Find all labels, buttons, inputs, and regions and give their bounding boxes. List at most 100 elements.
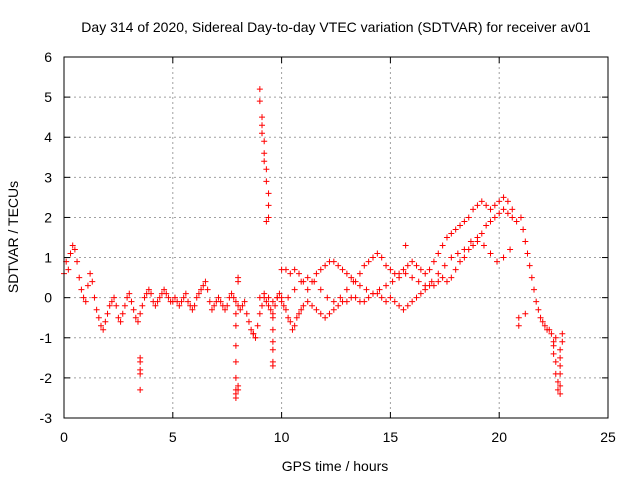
data-point	[554, 386, 561, 393]
data-point	[461, 218, 468, 225]
data-point	[383, 262, 390, 269]
data-point	[224, 302, 231, 309]
data-point	[500, 254, 507, 261]
data-point	[161, 286, 168, 293]
data-point	[387, 266, 394, 273]
data-point	[343, 298, 350, 305]
data-point	[254, 322, 261, 329]
data-point	[198, 286, 205, 293]
data-point	[269, 362, 276, 369]
data-point	[269, 346, 276, 353]
data-point	[448, 230, 455, 237]
data-point	[132, 314, 139, 321]
x-tick-label: 0	[60, 429, 68, 445]
data-point	[417, 290, 424, 297]
data-point	[448, 254, 455, 261]
data-point	[256, 294, 263, 301]
data-point	[265, 190, 272, 197]
data-point	[391, 298, 398, 305]
data-point	[363, 286, 370, 293]
data-point	[259, 302, 266, 309]
data-point	[87, 270, 94, 277]
data-point	[84, 282, 91, 289]
data-point	[139, 302, 146, 309]
data-point	[259, 114, 266, 121]
data-point	[191, 302, 198, 309]
data-point	[282, 266, 289, 273]
data-point	[537, 314, 544, 321]
data-point	[80, 294, 87, 301]
data-point	[222, 306, 229, 313]
data-point	[435, 250, 442, 257]
data-point	[496, 198, 503, 205]
data-point	[500, 194, 507, 201]
data-point	[128, 298, 135, 305]
data-point	[180, 294, 187, 301]
data-point	[487, 250, 494, 257]
data-points	[61, 86, 566, 401]
data-point	[202, 278, 209, 285]
data-point	[111, 294, 118, 301]
y-tick-label: 4	[44, 129, 52, 145]
data-point	[269, 338, 276, 345]
data-point	[402, 242, 409, 249]
data-point	[265, 302, 272, 309]
data-point	[291, 286, 298, 293]
data-point	[117, 318, 124, 325]
data-point	[389, 278, 396, 285]
data-point	[280, 302, 287, 309]
data-point	[335, 302, 342, 309]
axis-ticks: 0 5 10 15 20 25 -3 -2 -1 0 1 2 3 4 5 6	[40, 49, 616, 445]
data-point	[230, 294, 237, 301]
data-point	[304, 274, 311, 281]
data-point	[517, 214, 524, 221]
data-point	[404, 262, 411, 269]
data-point	[165, 294, 172, 301]
data-point	[163, 290, 170, 297]
data-point	[235, 278, 242, 285]
y-tick-label: 0	[44, 290, 52, 306]
data-point	[204, 286, 211, 293]
data-point	[454, 250, 461, 257]
data-point	[361, 262, 368, 269]
data-point	[491, 214, 498, 221]
data-point	[430, 258, 437, 265]
data-point	[343, 270, 350, 277]
data-point	[413, 294, 420, 301]
data-point	[330, 298, 337, 305]
data-point	[278, 298, 285, 305]
data-point	[439, 242, 446, 249]
data-point	[89, 278, 96, 285]
data-point	[474, 234, 481, 241]
data-point	[404, 302, 411, 309]
data-point	[559, 330, 566, 337]
data-point	[245, 318, 252, 325]
data-point	[71, 246, 78, 253]
data-point	[535, 306, 542, 313]
data-point	[211, 302, 218, 309]
data-point	[134, 318, 141, 325]
data-point	[415, 278, 422, 285]
data-point	[548, 330, 555, 337]
y-tick-label: -1	[40, 330, 53, 346]
x-tick-label: 20	[491, 429, 507, 445]
data-point	[402, 270, 409, 277]
data-point	[470, 242, 477, 249]
data-point	[509, 206, 516, 213]
data-point	[350, 278, 357, 285]
data-point	[452, 226, 459, 233]
data-point	[272, 302, 279, 309]
data-point	[145, 286, 152, 293]
data-point	[261, 138, 268, 145]
data-point	[152, 302, 159, 309]
data-point	[326, 310, 333, 317]
data-point	[265, 214, 272, 221]
x-tick-label: 5	[169, 429, 177, 445]
data-point	[298, 278, 305, 285]
data-point	[232, 298, 239, 305]
data-point	[259, 122, 266, 129]
data-point	[522, 238, 529, 245]
data-point	[235, 382, 242, 389]
data-point	[232, 322, 239, 329]
